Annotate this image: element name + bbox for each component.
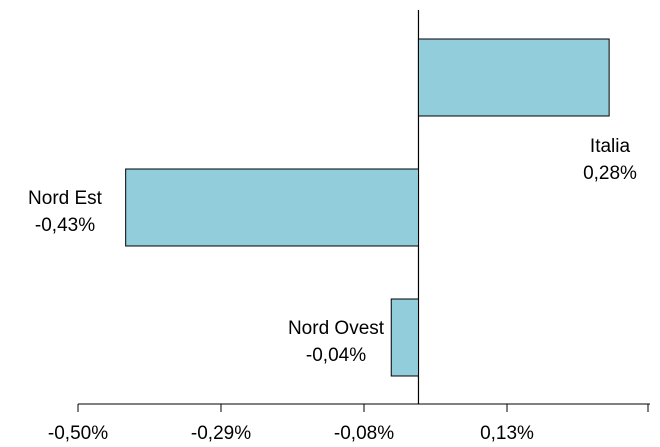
category-label-nord-est: Nord Est	[28, 188, 103, 209]
category-label-nord-ovest: Nord Ovest	[288, 318, 385, 339]
value-label-nord-est: -0,43%	[35, 215, 95, 236]
data-labels: Italia 0,28% Nord Est -0,43% Nord Ovest -0,04…	[28, 136, 637, 366]
bar-italia	[417, 38, 610, 117]
value-label-italia: 0,28%	[583, 163, 637, 184]
bar-nord-ovest	[390, 298, 419, 377]
bars	[125, 38, 610, 377]
x-tick-label: -0,50%	[48, 423, 108, 444]
x-tick-label: -0,08%	[334, 423, 394, 444]
axes: -0,50% -0,29% -0,08% 0,13%	[48, 10, 650, 444]
value-label-nord-ovest: -0,04%	[306, 345, 366, 366]
bar-nord-est	[125, 168, 419, 247]
x-tick-label: -0,29%	[191, 423, 251, 444]
x-tick-label: 0,13%	[480, 423, 534, 444]
category-label-italia: Italia	[590, 136, 631, 157]
